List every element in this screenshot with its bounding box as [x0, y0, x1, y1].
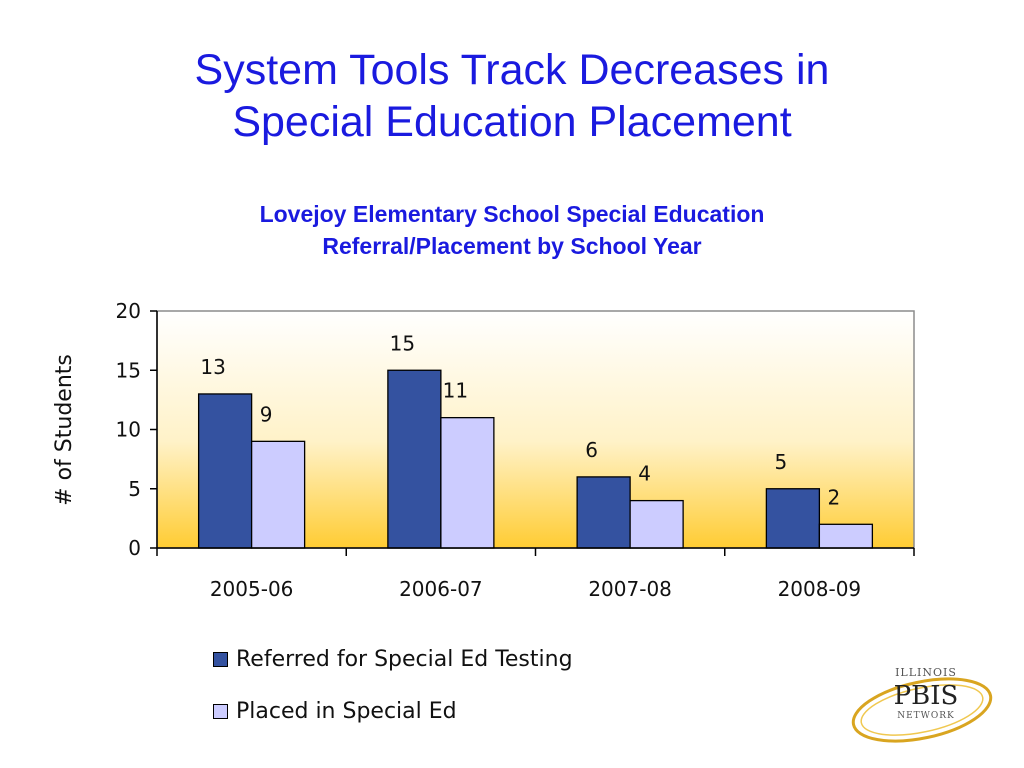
legend-label-referred: Referred for Special Ed Testing — [236, 646, 573, 672]
data-label-placed-2006-07: 11 — [443, 379, 468, 403]
bar-referred-2008-09 — [765, 488, 821, 549]
legend-swatch-placed — [213, 703, 228, 719]
y-tick-label-0: 0 — [128, 536, 141, 560]
bar-placed-2005-06 — [250, 440, 306, 549]
x-tick-label-2005-06: 2005-06 — [210, 577, 294, 601]
x-tick-label-2008-09: 2008-09 — [778, 577, 862, 601]
data-label-placed-2005-06: 9 — [260, 402, 273, 426]
y-tick-label-20: 20 — [116, 299, 141, 323]
bar-placed-2008-09 — [818, 523, 874, 549]
chart-title-line-2: Referral/Placement by School Year — [322, 233, 702, 259]
y-tick-label-15: 15 — [116, 358, 141, 382]
bar-referred-2005-06 — [197, 393, 253, 549]
legend-swatch-referred — [213, 651, 228, 667]
x-tick-label-2007-08: 2007-08 — [588, 577, 672, 601]
slide-title-line-1: System Tools Track Decreases in — [194, 46, 830, 94]
chart-title-line-1: Lovejoy Elementary School Special Educat… — [259, 201, 765, 227]
bar-referred-2007-08 — [576, 476, 631, 549]
legend-label-placed: Placed in Special Ed — [236, 698, 457, 724]
data-label-referred-2007-08: 6 — [585, 438, 598, 462]
slide-title-line-2: Special Education Placement — [232, 98, 792, 146]
logo-text-illinois: ILLINOIS — [895, 666, 957, 679]
y-tick-label-5: 5 — [128, 477, 141, 501]
x-tick-label-2006-07: 2006-07 — [399, 577, 483, 601]
y-tick-label-10: 10 — [116, 418, 141, 442]
legend-item-placed: Placed in Special Ed — [213, 698, 573, 724]
slide-title: System Tools Track Decreases in Special … — [0, 44, 1024, 148]
bar-placed-2007-08 — [629, 499, 684, 549]
illinois-pbis-network-logo: ILLINOIS PBIS NETWORK — [851, 666, 993, 743]
data-label-placed-2008-09: 2 — [828, 485, 841, 509]
legend: Referred for Special Ed Testing Placed i… — [213, 646, 573, 750]
bar-placed-2006-07 — [440, 416, 495, 549]
bar-referred-2006-07 — [387, 369, 442, 549]
legend-item-referred: Referred for Special Ed Testing — [213, 646, 573, 672]
logo-text-pbis: PBIS — [894, 681, 959, 711]
data-label-referred-2008-09: 5 — [775, 450, 788, 474]
chart-title: Lovejoy Elementary School Special Educat… — [0, 198, 1024, 262]
logo-text-network: NETWORK — [897, 711, 955, 721]
data-label-referred-2005-06: 13 — [200, 355, 225, 379]
y-axis-label: # of Students — [52, 354, 77, 506]
data-label-placed-2007-08: 4 — [638, 462, 651, 486]
data-label-referred-2006-07: 15 — [390, 331, 415, 355]
